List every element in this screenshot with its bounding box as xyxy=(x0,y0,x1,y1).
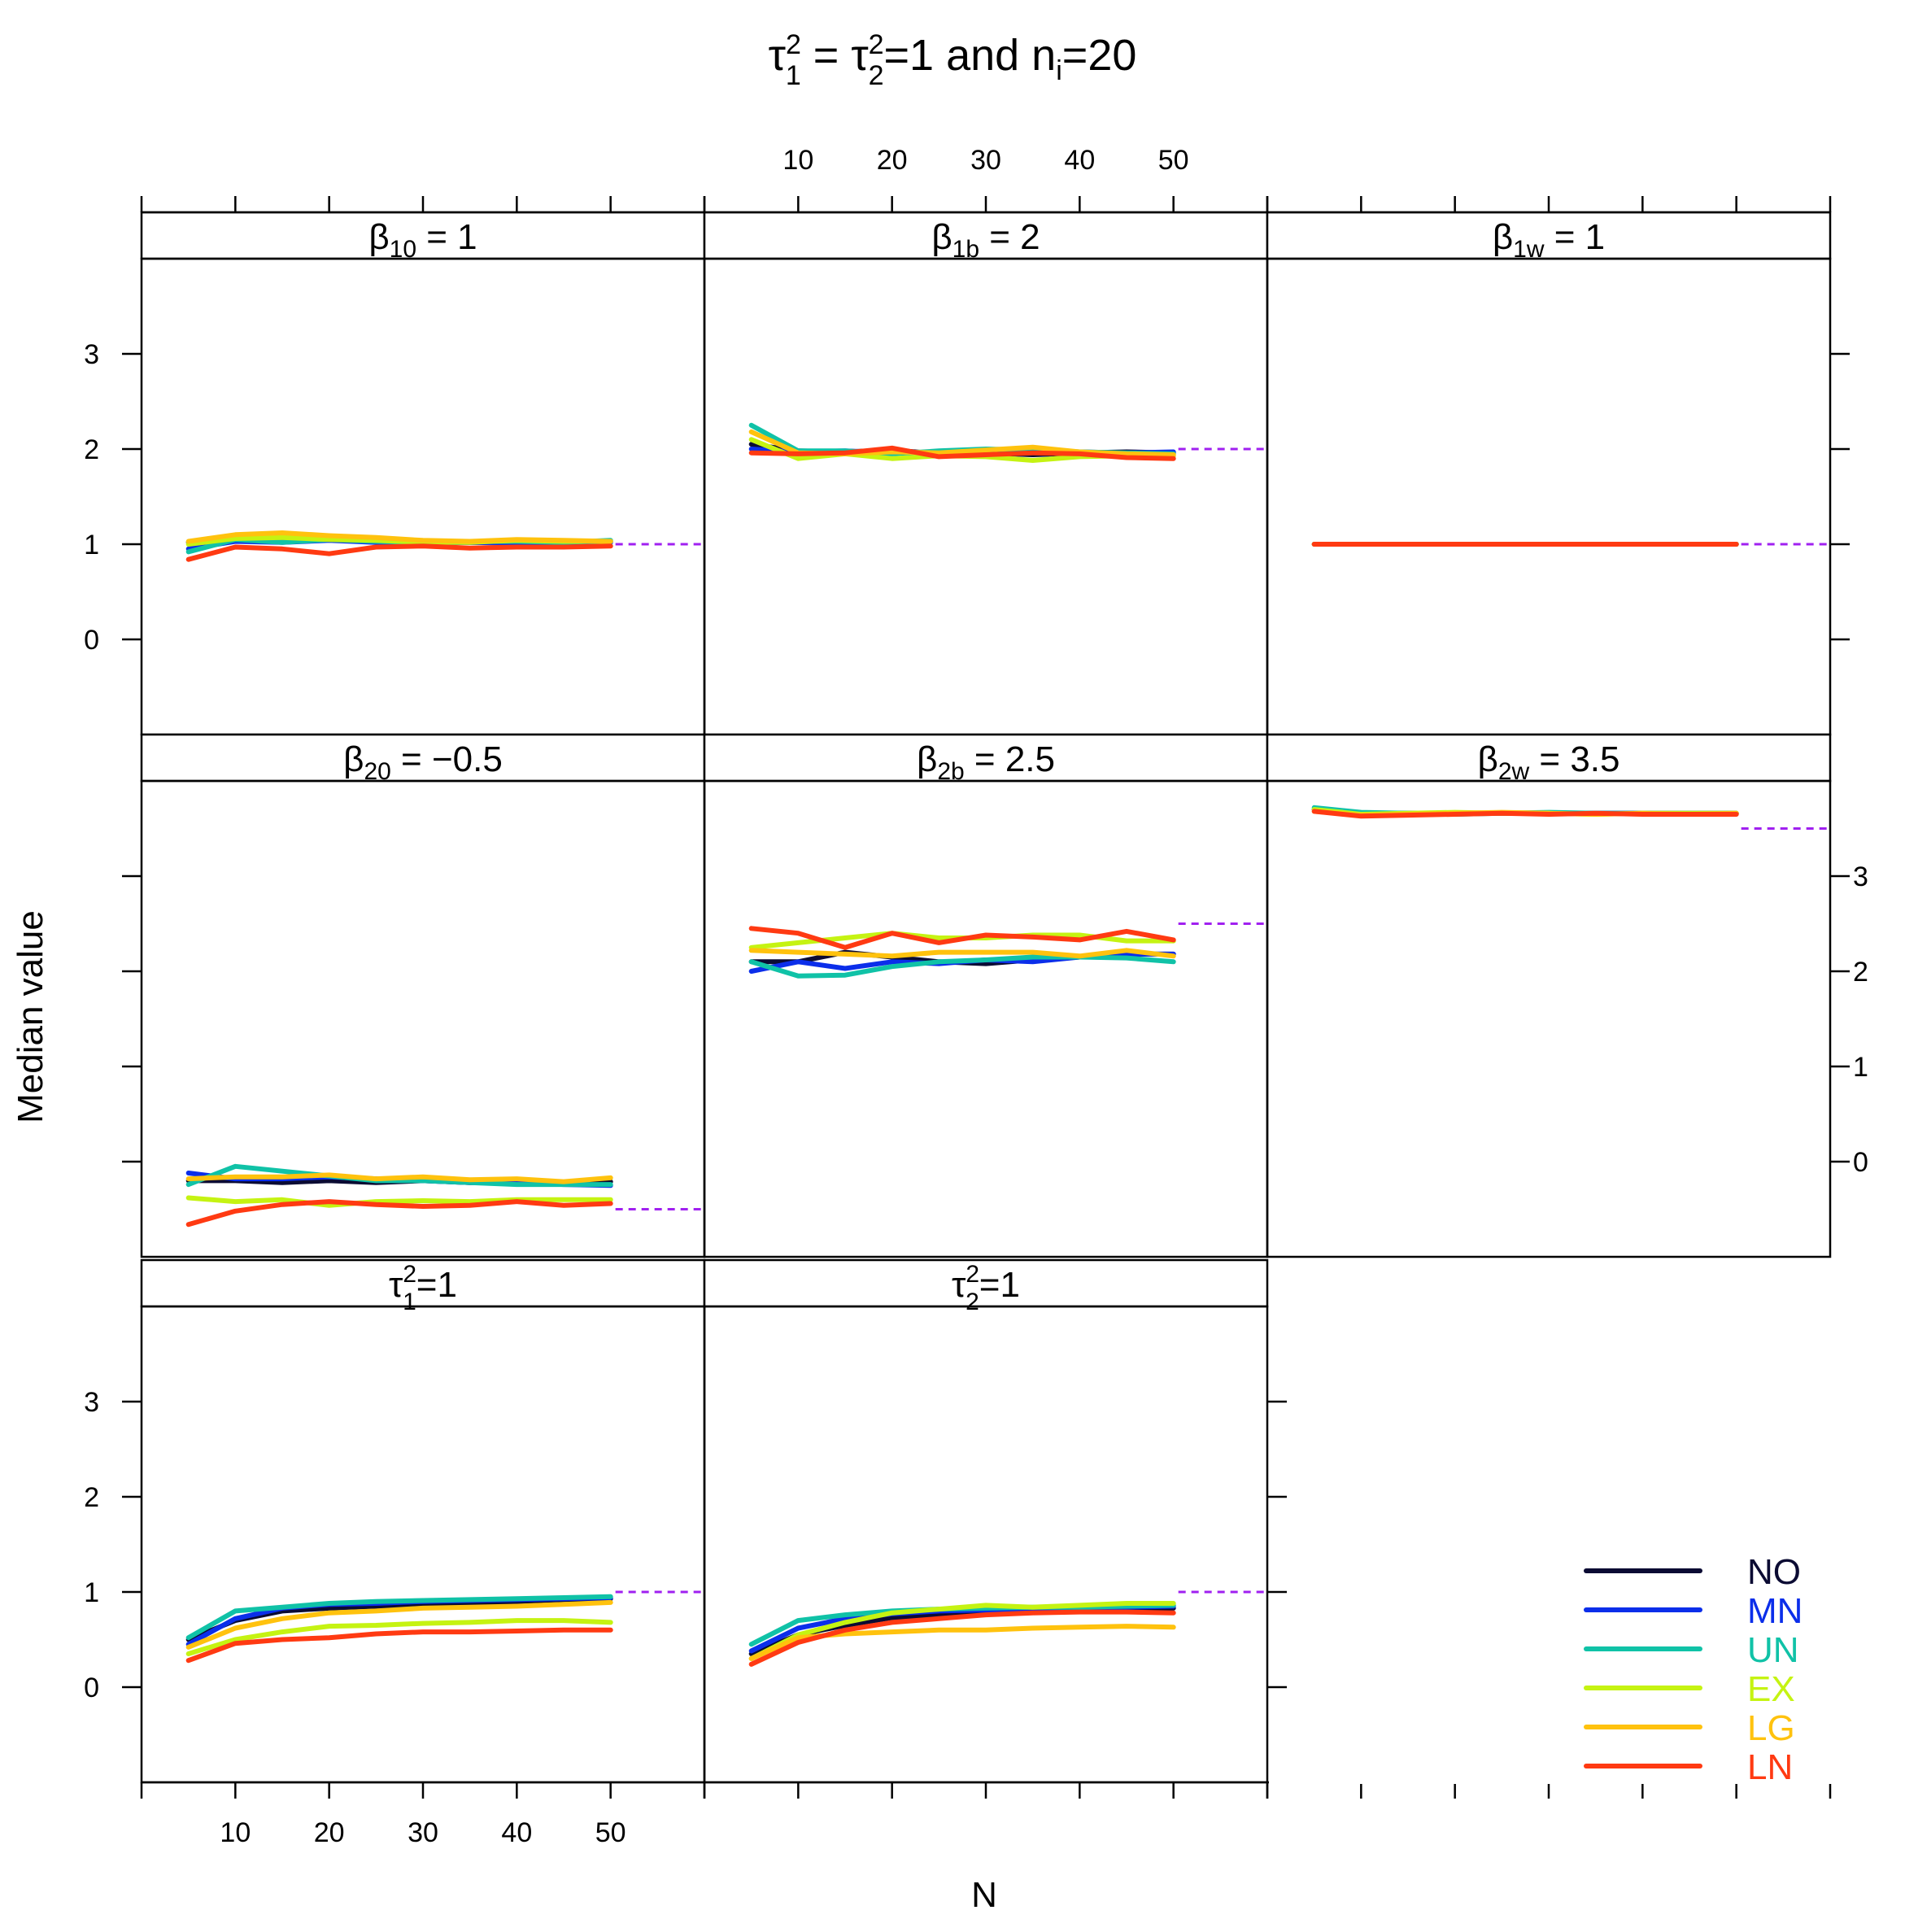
panel-b1w: β1w = 1 xyxy=(1266,211,1832,736)
x-axis-label: N xyxy=(971,1875,997,1915)
strip-label-tau1: τ2 1=1 xyxy=(389,1261,457,1315)
series-line-LN-b2w xyxy=(1311,809,1739,819)
x-tick-label-col0-20: 20 xyxy=(314,1817,345,1848)
chart-title: τ2 1 = τ2 2=1 and ni=20 xyxy=(769,29,1137,91)
series-line-LN-b10 xyxy=(185,543,613,562)
legend-label-NO: NO xyxy=(1747,1552,1801,1592)
series-line-UN-b2b xyxy=(748,954,1176,979)
series-line-LG-b20 xyxy=(185,1172,613,1184)
y-tick-label-row0-2: 2 xyxy=(84,434,99,465)
plot-frame-b10 xyxy=(140,257,706,736)
y-tick-label-row1-2: 2 xyxy=(1853,957,1868,988)
panels-group: β10 = 1 β1b = 2 β1w = 1 β20 = −0.5 β2b = 2.5… xyxy=(140,211,1832,1784)
series-line-LN-tau2 xyxy=(748,1609,1176,1667)
strip-label-b10: β10 = 1 xyxy=(368,217,477,263)
panel-tau1: τ2 1=1 xyxy=(140,1258,706,1784)
strip-b2b xyxy=(703,733,1269,783)
plot-frame-b20 xyxy=(140,779,706,1258)
legend-label-MN: MN xyxy=(1747,1591,1803,1631)
y-tick-label-row0-1: 1 xyxy=(84,530,99,560)
strip-tau1 xyxy=(140,1258,706,1308)
series-line-LN-b2b xyxy=(748,926,1176,950)
strip-b2w xyxy=(1266,733,1832,783)
x-tick-label-col0-40: 40 xyxy=(501,1817,532,1848)
series-line-LN-tau1 xyxy=(185,1627,613,1664)
x-tick-label-col1-40: 40 xyxy=(1064,145,1095,176)
plot-frame-b1b xyxy=(703,257,1269,736)
strip-label-b2w: β2w = 3.5 xyxy=(1478,739,1620,785)
panel-b2b: β2b = 2.5 xyxy=(703,733,1269,1258)
strip-b20 xyxy=(140,733,706,783)
series-line-LG-b2b xyxy=(748,948,1176,959)
panel-b2w: β2w = 3.5 xyxy=(1266,733,1832,1258)
panel-b10: β10 = 1 xyxy=(140,211,706,736)
plot-frame-b2w xyxy=(1266,779,1832,1258)
y-tick-label-row2-0: 0 xyxy=(84,1673,99,1703)
series-line-EX-tau1 xyxy=(185,1618,613,1656)
y-tick-label-row2-1: 1 xyxy=(84,1577,99,1608)
x-tick-label-col1-50: 50 xyxy=(1158,145,1189,176)
strip-label-b1b: β1b = 2 xyxy=(931,217,1040,263)
panel-b1b: β1b = 2 xyxy=(703,211,1269,736)
legend-label-EX: EX xyxy=(1747,1669,1795,1709)
y-tick-label-row0-3: 3 xyxy=(84,339,99,370)
x-tick-label-col1-10: 10 xyxy=(782,145,813,176)
series-line-LN-b20 xyxy=(185,1199,613,1228)
plot-frame-b1w xyxy=(1266,257,1832,736)
x-tick-label-col0-30: 30 xyxy=(408,1817,438,1848)
y-tick-label-row2-2: 2 xyxy=(84,1482,99,1513)
y-axis-label: Median value xyxy=(11,910,50,1123)
panel-b20: β20 = −0.5 xyxy=(140,733,706,1258)
legend-label-UN: UN xyxy=(1747,1630,1799,1670)
series-line-LG-tau1 xyxy=(185,1599,613,1650)
series-line-UN-b20 xyxy=(185,1163,613,1188)
legend-label-LN: LN xyxy=(1747,1747,1793,1787)
y-tick-label-row0-0: 0 xyxy=(84,625,99,656)
y-tick-label-row1-0: 0 xyxy=(1853,1147,1868,1178)
series-line-LN-b1b xyxy=(748,445,1176,461)
strip-label-tau2: τ2 2=1 xyxy=(952,1261,1020,1315)
series-line-UN-tau1 xyxy=(185,1594,613,1641)
strip-b10 xyxy=(140,211,706,260)
y-tick-label-row2-3: 3 xyxy=(84,1387,99,1418)
y-tick-label-row1-1: 1 xyxy=(1853,1052,1868,1083)
series-line-EX-tau2 xyxy=(748,1601,1176,1661)
series-line-LG-b10 xyxy=(185,530,613,544)
panel-tau2: τ2 2=1 xyxy=(703,1258,1269,1784)
plot-frame-tau2 xyxy=(703,1305,1269,1784)
plot-frame-tau1 xyxy=(140,1305,706,1784)
y-tick-label-row1-3: 3 xyxy=(1853,861,1868,892)
strip-label-b20: β20 = −0.5 xyxy=(343,739,503,785)
x-tick-label-col1-30: 30 xyxy=(970,145,1001,176)
x-tick-label-col0-10: 10 xyxy=(220,1817,251,1848)
plot-frame-b2b xyxy=(703,779,1269,1258)
strip-tau2 xyxy=(703,1258,1269,1308)
x-tick-label-col1-20: 20 xyxy=(877,145,908,176)
strip-label-b1w: β1w = 1 xyxy=(1493,217,1605,263)
series-line-EX-b20 xyxy=(185,1195,613,1208)
x-tick-label-col0-50: 50 xyxy=(595,1817,626,1848)
legend-label-LG: LG xyxy=(1747,1708,1795,1748)
